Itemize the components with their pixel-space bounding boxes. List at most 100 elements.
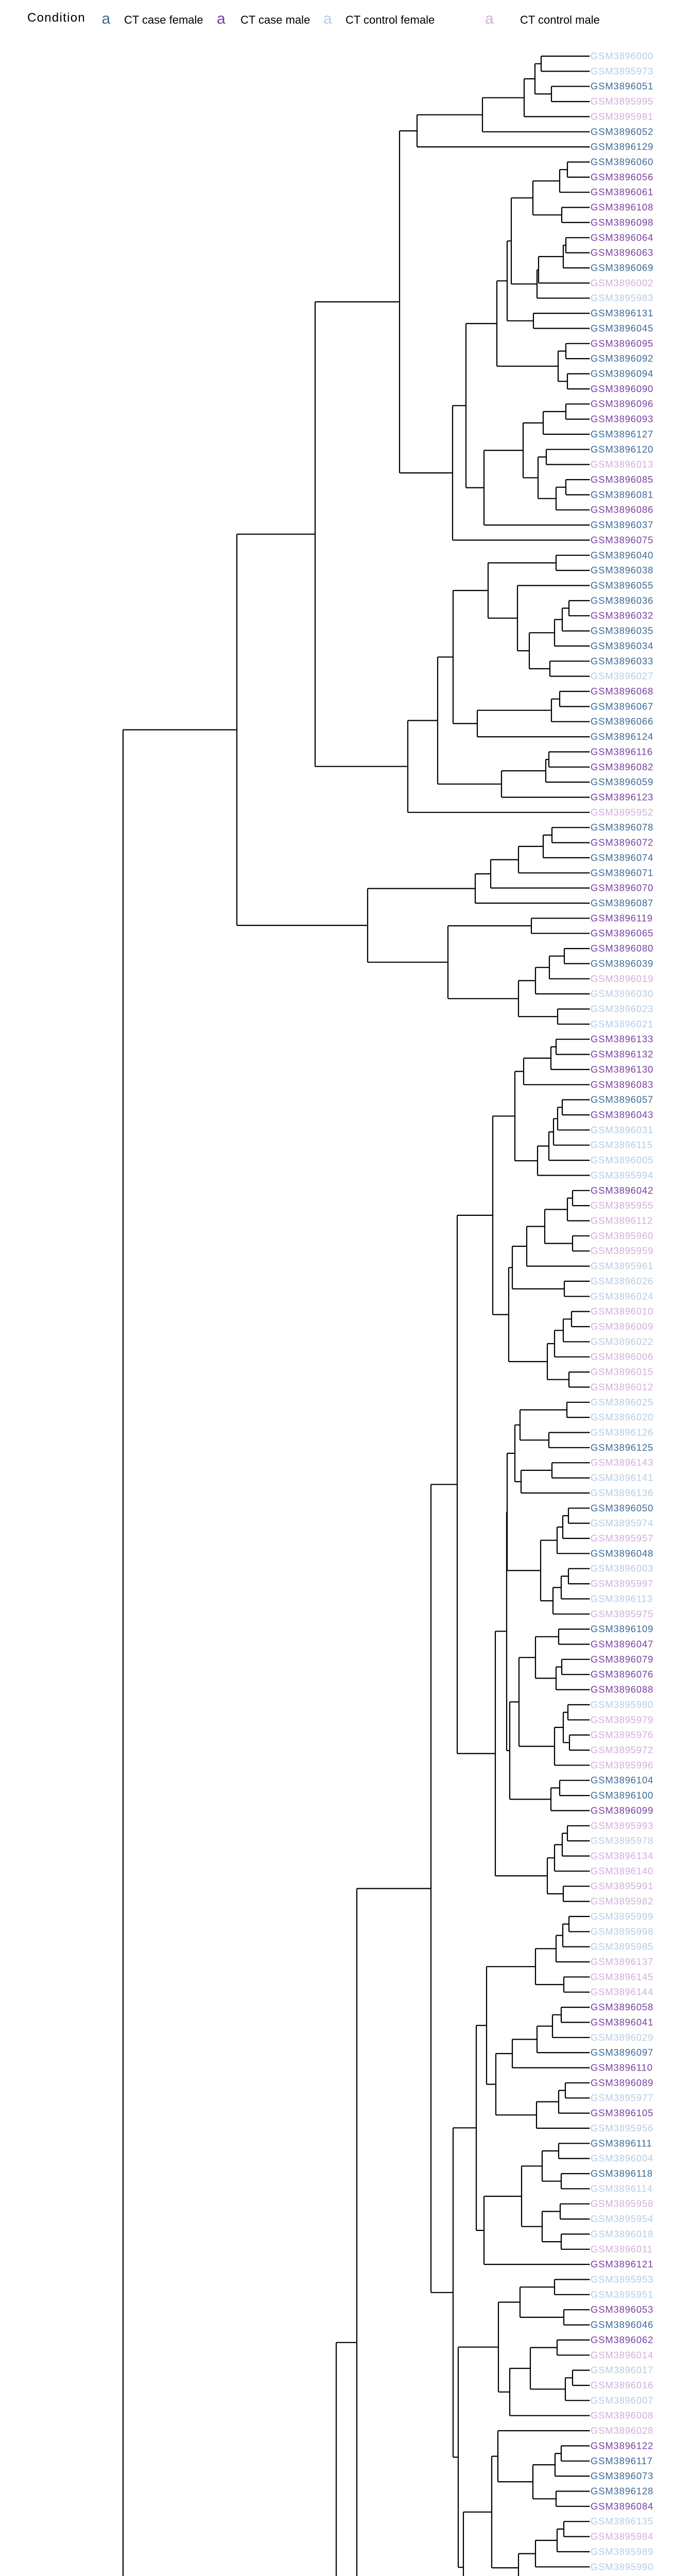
svg-text:GSM3896135: GSM3896135 (591, 2516, 653, 2527)
svg-text:GSM3896121: GSM3896121 (591, 2259, 653, 2269)
svg-text:GSM3896093: GSM3896093 (591, 414, 653, 425)
svg-text:CT case male: CT case male (240, 13, 310, 26)
svg-text:GSM3895978: GSM3895978 (591, 1835, 653, 1846)
svg-text:GSM3896073: GSM3896073 (591, 2470, 653, 2481)
svg-text:GSM3896035: GSM3896035 (591, 625, 653, 636)
svg-text:GSM3896072: GSM3896072 (591, 837, 653, 848)
svg-text:GSM3895990: GSM3895990 (591, 2561, 653, 2572)
svg-text:GSM3895995: GSM3895995 (591, 96, 653, 107)
svg-text:GSM3895976: GSM3895976 (591, 1730, 653, 1740)
svg-text:GSM3895959: GSM3895959 (591, 1245, 653, 1256)
svg-text:GSM3896016: GSM3896016 (591, 2380, 653, 2391)
svg-text:GSM3896046: GSM3896046 (591, 2319, 653, 2330)
svg-text:GSM3896089: GSM3896089 (591, 2077, 653, 2088)
svg-text:GSM3896124: GSM3896124 (591, 731, 653, 742)
svg-text:GSM3896109: GSM3896109 (591, 1623, 653, 1634)
svg-text:GSM3896062: GSM3896062 (591, 2334, 653, 2345)
svg-text:GSM3896006: GSM3896006 (591, 1351, 653, 1362)
svg-text:GSM3896060: GSM3896060 (591, 157, 653, 167)
svg-text:GSM3895957: GSM3895957 (591, 1533, 653, 1544)
svg-text:GSM3896045: GSM3896045 (591, 323, 653, 333)
svg-text:GSM3895953: GSM3895953 (591, 2274, 653, 2285)
svg-text:GSM3896025: GSM3896025 (591, 1397, 653, 1408)
svg-text:GSM3896048: GSM3896048 (591, 1548, 653, 1558)
svg-text:GSM3896117: GSM3896117 (591, 2455, 653, 2466)
svg-text:GSM3896023: GSM3896023 (591, 1004, 653, 1014)
svg-text:GSM3896115: GSM3896115 (591, 1140, 653, 1150)
svg-text:GSM3896120: GSM3896120 (591, 444, 653, 454)
svg-text:GSM3896058: GSM3896058 (591, 2002, 653, 2012)
svg-text:GSM3895983: GSM3895983 (591, 293, 653, 303)
svg-text:GSM3895994: GSM3895994 (591, 1170, 653, 1180)
svg-text:GSM3896004: GSM3896004 (591, 2153, 653, 2164)
svg-text:CT control female: CT control female (345, 13, 435, 26)
svg-text:GSM3895958: GSM3895958 (591, 2198, 653, 2209)
svg-text:GSM3896065: GSM3896065 (591, 928, 653, 939)
svg-text:GSM3895989: GSM3895989 (591, 2546, 653, 2557)
svg-text:GSM3896085: GSM3896085 (591, 474, 653, 485)
svg-text:GSM3896022: GSM3896022 (591, 1336, 653, 1347)
svg-text:GSM3896094: GSM3896094 (591, 368, 653, 379)
svg-text:GSM3896084: GSM3896084 (591, 2501, 653, 2512)
svg-text:GSM3895998: GSM3895998 (591, 1926, 653, 1937)
svg-text:GSM3895984: GSM3895984 (591, 2531, 653, 2542)
svg-text:a: a (217, 10, 226, 27)
svg-text:GSM3896029: GSM3896029 (591, 2032, 653, 2043)
svg-text:GSM3896076: GSM3896076 (591, 1669, 653, 1680)
svg-text:GSM3896018: GSM3896018 (591, 2228, 653, 2239)
svg-text:a: a (323, 10, 332, 27)
svg-text:GSM3896126: GSM3896126 (591, 1427, 653, 1438)
svg-text:GSM3896043: GSM3896043 (591, 1109, 653, 1120)
svg-text:GSM3896011: GSM3896011 (591, 2244, 653, 2255)
svg-text:GSM3896105: GSM3896105 (591, 2108, 653, 2119)
svg-text:GSM3896088: GSM3896088 (591, 1684, 653, 1695)
svg-text:GSM3896050: GSM3896050 (591, 1502, 653, 1513)
svg-text:GSM3896012: GSM3896012 (591, 1381, 653, 1392)
svg-text:GSM3896066: GSM3896066 (591, 716, 653, 727)
svg-text:GSM3896009: GSM3896009 (591, 1321, 653, 1332)
svg-text:GSM3896104: GSM3896104 (591, 1775, 653, 1786)
svg-text:GSM3895974: GSM3895974 (591, 1518, 653, 1529)
svg-text:GSM3896078: GSM3896078 (591, 822, 653, 833)
svg-text:GSM3895996: GSM3895996 (591, 1759, 653, 1770)
svg-text:GSM3896059: GSM3896059 (591, 776, 653, 787)
svg-text:GSM3896132: GSM3896132 (591, 1049, 653, 1060)
svg-text:GSM3896114: GSM3896114 (591, 2183, 653, 2194)
svg-text:GSM3896095: GSM3896095 (591, 338, 653, 349)
svg-text:GSM3895961: GSM3895961 (591, 1261, 653, 1272)
svg-text:GSM3896030: GSM3896030 (591, 988, 653, 999)
svg-text:GSM3895951: GSM3895951 (591, 2289, 653, 2300)
svg-text:GSM3895977: GSM3895977 (591, 2092, 653, 2103)
svg-text:GSM3895982: GSM3895982 (591, 1896, 653, 1907)
svg-text:GSM3896130: GSM3896130 (591, 1064, 653, 1075)
svg-text:GSM3896080: GSM3896080 (591, 943, 653, 954)
svg-text:GSM3896081: GSM3896081 (591, 489, 653, 500)
svg-text:GSM3896079: GSM3896079 (591, 1654, 653, 1665)
svg-text:GSM3896061: GSM3896061 (591, 187, 653, 197)
svg-text:GSM3896074: GSM3896074 (591, 852, 653, 863)
svg-text:GSM3896137: GSM3896137 (591, 1956, 653, 1967)
svg-text:GSM3896014: GSM3896014 (591, 2349, 653, 2360)
svg-text:GSM3896037: GSM3896037 (591, 519, 653, 530)
svg-text:GSM3896005: GSM3896005 (591, 1155, 653, 1165)
svg-text:GSM3896002: GSM3896002 (591, 277, 653, 288)
svg-text:GSM3896082: GSM3896082 (591, 761, 653, 772)
svg-text:a: a (102, 10, 111, 27)
svg-text:GSM3896108: GSM3896108 (591, 202, 653, 213)
svg-text:GSM3896053: GSM3896053 (591, 2304, 653, 2315)
svg-text:GSM3896033: GSM3896033 (591, 655, 653, 666)
svg-text:GSM3896024: GSM3896024 (591, 1291, 653, 1301)
svg-text:GSM3896056: GSM3896056 (591, 172, 653, 182)
svg-text:GSM3895993: GSM3895993 (591, 1820, 653, 1831)
svg-text:GSM3895991: GSM3895991 (591, 1880, 653, 1891)
svg-text:GSM3895955: GSM3895955 (591, 1200, 653, 1211)
svg-text:GSM3896119: GSM3896119 (591, 912, 653, 923)
svg-text:GSM3896128: GSM3896128 (591, 2486, 653, 2497)
svg-text:GSM3896111: GSM3896111 (591, 2138, 652, 2148)
svg-text:GSM3895979: GSM3895979 (591, 1714, 653, 1725)
svg-text:GSM3895980: GSM3895980 (591, 1699, 653, 1710)
svg-text:GSM3895981: GSM3895981 (591, 111, 653, 122)
svg-text:GSM3896031: GSM3896031 (591, 1124, 653, 1135)
svg-text:GSM3896047: GSM3896047 (591, 1639, 653, 1650)
svg-text:GSM3896064: GSM3896064 (591, 232, 653, 243)
